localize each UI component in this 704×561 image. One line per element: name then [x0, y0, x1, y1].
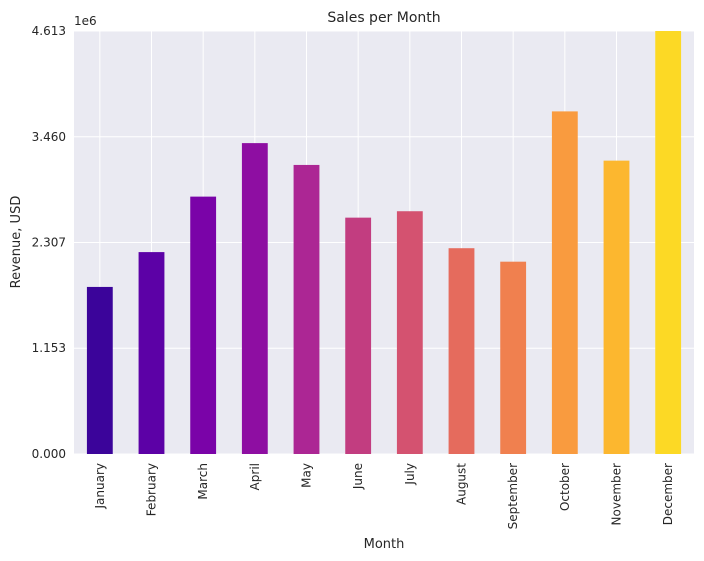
bar-march [190, 196, 217, 454]
bar-november [603, 160, 630, 454]
y-tick-label: 0.000 [32, 447, 66, 461]
x-tick-label-march: March [196, 463, 210, 500]
y-tick-labels: 0.000 1.153 2.307 3.460 4.613 [32, 24, 66, 461]
x-tick-label-april: April [248, 463, 262, 490]
bar-october [551, 111, 578, 455]
x-tick-label-june: June [351, 463, 365, 490]
bar-april [241, 143, 268, 454]
bar-august [448, 248, 475, 454]
x-tick-label-november: November [610, 463, 624, 525]
x-tick-label-february: February [145, 463, 159, 516]
bar-february [138, 252, 165, 454]
y-axis-label: Revenue, USD [9, 196, 24, 289]
bar-september [500, 261, 527, 454]
x-tick-label-august: August [455, 463, 469, 505]
y-tick-label: 1.153 [32, 341, 66, 355]
x-tick-labels: January February March April May June July Augu… [93, 463, 675, 530]
x-tick-label-may: May [300, 463, 314, 488]
bar-june [345, 217, 372, 454]
x-tick-label-september: September [506, 463, 520, 529]
x-tick-label-january: January [93, 463, 107, 510]
chart-title: Sales per Month [327, 10, 440, 26]
bar-july [396, 211, 423, 454]
bar-december [655, 31, 682, 454]
bars-group [86, 31, 682, 455]
x-axis-label: Month [364, 537, 405, 552]
y-tick-label: 4.613 [32, 24, 66, 38]
x-tick-label-december: December [661, 463, 675, 525]
x-tick-label-july: July [403, 463, 417, 486]
y-tick-label: 3.460 [32, 130, 66, 144]
bar-january [86, 286, 113, 454]
bar-may [293, 164, 320, 455]
y-offset-label: 1e6 [74, 14, 97, 28]
x-tick-label-october: October [558, 463, 572, 511]
y-tick-label: 2.307 [32, 235, 66, 249]
